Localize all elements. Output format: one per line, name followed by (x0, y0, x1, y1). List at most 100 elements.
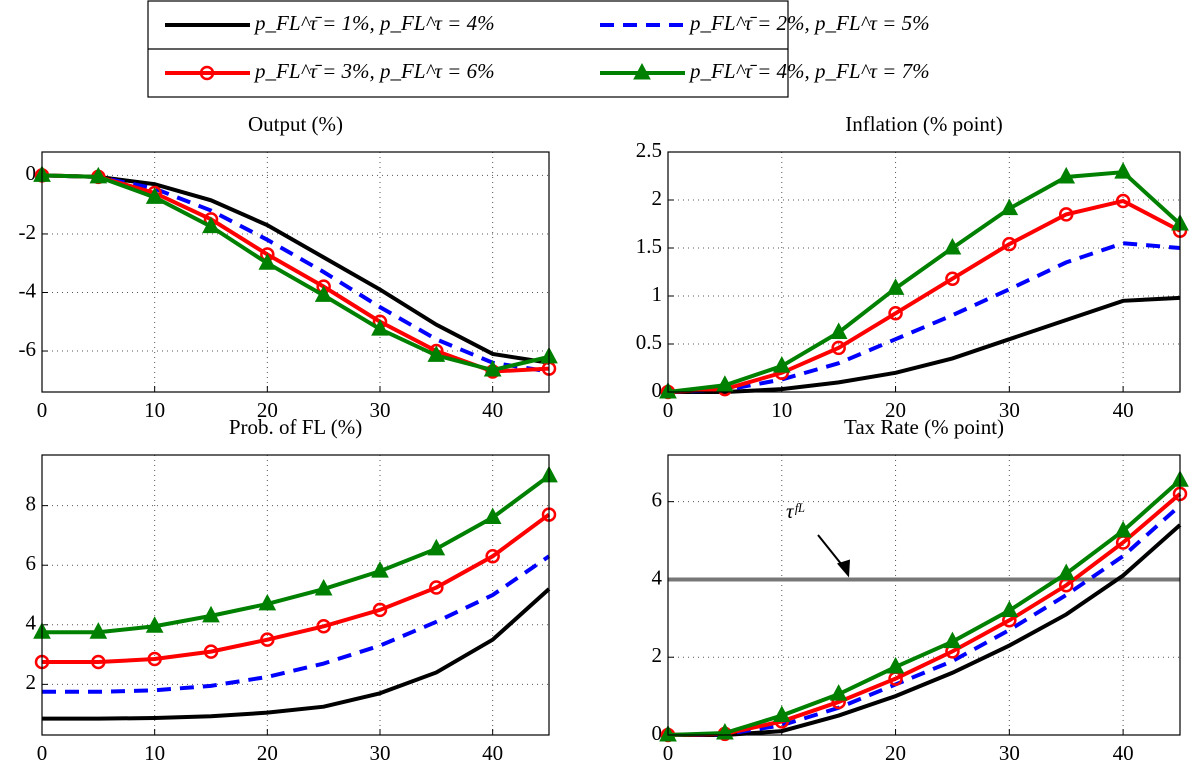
marker (772, 356, 791, 373)
marker (772, 705, 791, 723)
marker (258, 253, 277, 270)
y-tick-label: 2.5 (636, 138, 662, 162)
y-tick-label: 2 (652, 643, 663, 667)
plot-frame (667, 454, 1181, 736)
x-tick-label: 20 (257, 741, 278, 765)
y-tick-label: 2 (652, 186, 663, 210)
series-line (41, 173, 550, 374)
series-line (668, 295, 1181, 394)
marker (199, 65, 215, 81)
marker (371, 561, 389, 578)
y-tick-label: 4 (26, 611, 37, 635)
x-tick-label: 0 (37, 741, 48, 765)
series-line (41, 173, 550, 365)
marker (829, 684, 848, 701)
series-line (668, 523, 1182, 737)
arrow (817, 534, 845, 569)
x-tick-label: 10 (771, 398, 792, 422)
marker (147, 651, 162, 667)
plot-frame (667, 151, 1181, 393)
marker (483, 507, 502, 525)
x-tick-label: 20 (885, 398, 906, 422)
marker (1114, 520, 1132, 538)
series-line (667, 478, 1182, 737)
y-tick-label: 0 (26, 161, 37, 185)
y-tick-label: -4 (19, 278, 37, 302)
chart-title: Prob. of FL (%) (229, 415, 362, 439)
y-tick-label: 1 (652, 282, 663, 306)
y-tick-label: 2 (26, 670, 37, 694)
marker (202, 605, 220, 623)
marker (89, 622, 108, 639)
x-tick-label: 30 (999, 398, 1020, 422)
marker (1057, 563, 1076, 581)
plot-frame (41, 454, 550, 736)
marker (1058, 207, 1074, 222)
legend-label: p_FL^τ̄ = 4%, p_FL^τ = 7% (688, 59, 930, 83)
y-tick-label: -2 (19, 220, 37, 244)
marker (483, 359, 502, 377)
marker (829, 322, 848, 339)
series-line (42, 512, 551, 665)
marker (1000, 198, 1019, 216)
plot-area (668, 455, 1180, 735)
marker (1000, 600, 1019, 618)
x-tick-label: 20 (885, 741, 906, 765)
plot-frame (41, 151, 550, 393)
marker (485, 549, 500, 564)
x-tick-label: 0 (663, 398, 674, 422)
marker (943, 631, 962, 649)
marker (831, 340, 846, 356)
marker (633, 62, 651, 80)
x-tick-label: 10 (144, 741, 165, 765)
plot-area (668, 152, 1180, 392)
marker (427, 345, 446, 362)
y-tick-label: 0 (652, 721, 663, 745)
x-tick-label: 10 (771, 741, 792, 765)
marker (429, 580, 444, 595)
series-line (667, 492, 1182, 737)
legend-label: p_FL^τ̄ = 2%, p_FL^τ = 5% (688, 11, 930, 35)
x-tick-label: 40 (482, 741, 503, 765)
marker (943, 237, 962, 255)
marker (886, 656, 905, 674)
y-tick-label: 0.5 (636, 330, 662, 354)
chart-title: Output (%) (248, 112, 343, 136)
chart-title: Inflation (% point) (845, 112, 1002, 136)
x-tick-label: 30 (370, 398, 391, 422)
x-tick-label: 10 (144, 398, 165, 422)
marker (260, 632, 275, 647)
series-line (42, 554, 551, 694)
y-tick-label: 6 (26, 551, 37, 575)
marker (89, 166, 108, 184)
series-line (667, 241, 1181, 394)
series-line (667, 170, 1182, 394)
x-tick-label: 30 (999, 741, 1020, 765)
marker (314, 285, 333, 302)
x-tick-label: 40 (1113, 398, 1134, 422)
y-tick-label: 0 (652, 378, 663, 402)
x-tick-label: 40 (482, 398, 503, 422)
series-line (41, 173, 550, 373)
x-tick-label: 40 (1113, 741, 1134, 765)
series-line (42, 587, 551, 721)
marker (1002, 236, 1017, 252)
annotation: τᶠᴸ (786, 499, 806, 523)
marker (1057, 166, 1076, 184)
marker (427, 538, 446, 556)
marker (91, 654, 106, 670)
marker (314, 578, 333, 596)
marker (886, 278, 905, 295)
y-tick-label: 8 (26, 491, 37, 515)
x-tick-label: 0 (663, 741, 674, 765)
series-line (667, 198, 1181, 394)
marker (1115, 193, 1131, 209)
marker (888, 306, 903, 321)
y-tick-label: 1.5 (636, 234, 662, 258)
marker (203, 644, 219, 659)
y-tick-label: 4 (652, 565, 663, 589)
y-tick-label: 6 (652, 487, 663, 511)
x-tick-label: 20 (257, 398, 278, 422)
series-line (667, 504, 1182, 737)
